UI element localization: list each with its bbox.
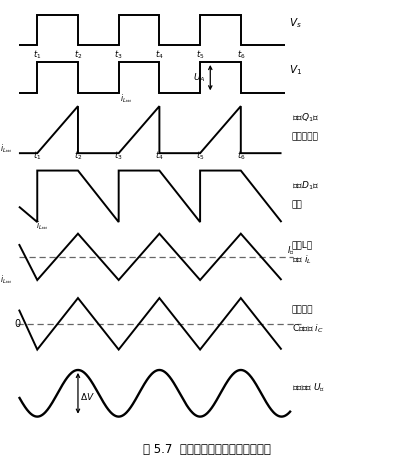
Text: $i_{L最大}$: $i_{L最大}$ bbox=[36, 219, 49, 231]
Text: C的电流 $i_C$: C的电流 $i_C$ bbox=[291, 323, 323, 335]
Text: 0: 0 bbox=[14, 319, 21, 329]
Text: 流过L的: 流过L的 bbox=[291, 241, 312, 250]
Text: $t_6$: $t_6$ bbox=[236, 49, 244, 62]
Text: $t_3$: $t_3$ bbox=[114, 149, 123, 162]
Text: $t_3$: $t_3$ bbox=[114, 49, 123, 62]
Text: $i_{L最小}$: $i_{L最小}$ bbox=[0, 273, 12, 285]
Text: 流过$D_1$的: 流过$D_1$的 bbox=[291, 179, 318, 191]
Text: 集电极电流: 集电极电流 bbox=[291, 133, 318, 142]
Text: 图 5.7  降压型直流变换器的工作波形: 图 5.7 降压型直流变换器的工作波形 bbox=[143, 443, 270, 456]
Text: 电流: 电流 bbox=[291, 200, 302, 209]
Text: $V_s$: $V_s$ bbox=[288, 16, 301, 29]
Text: $\Delta V$: $\Delta V$ bbox=[80, 392, 95, 402]
Text: $t_6$: $t_6$ bbox=[236, 149, 244, 162]
Text: $t_1$: $t_1$ bbox=[33, 149, 41, 162]
Text: $t_1$: $t_1$ bbox=[33, 49, 41, 62]
Text: $i_{L最大}$: $i_{L最大}$ bbox=[119, 92, 132, 104]
Text: 输出电压 $U_{出}$: 输出电压 $U_{出}$ bbox=[291, 381, 324, 393]
Text: $V_1$: $V_1$ bbox=[288, 63, 301, 77]
Text: $i_{L最小}$: $i_{L最小}$ bbox=[0, 142, 12, 154]
Text: 流过$Q_1$的: 流过$Q_1$的 bbox=[291, 111, 318, 124]
Text: $t_5$: $t_5$ bbox=[195, 149, 204, 162]
Text: $t_4$: $t_4$ bbox=[154, 49, 164, 62]
Text: $t_5$: $t_5$ bbox=[195, 49, 204, 62]
Text: 电流 $i_L$: 电流 $i_L$ bbox=[291, 254, 311, 266]
Text: $I_{出}$: $I_{出}$ bbox=[286, 245, 294, 256]
Text: 流过电容: 流过电容 bbox=[291, 305, 313, 314]
Text: $t_2$: $t_2$ bbox=[74, 49, 82, 62]
Text: $t_4$: $t_4$ bbox=[154, 149, 164, 162]
Text: $t_2$: $t_2$ bbox=[74, 149, 82, 162]
Text: $U_A$: $U_A$ bbox=[192, 72, 205, 84]
